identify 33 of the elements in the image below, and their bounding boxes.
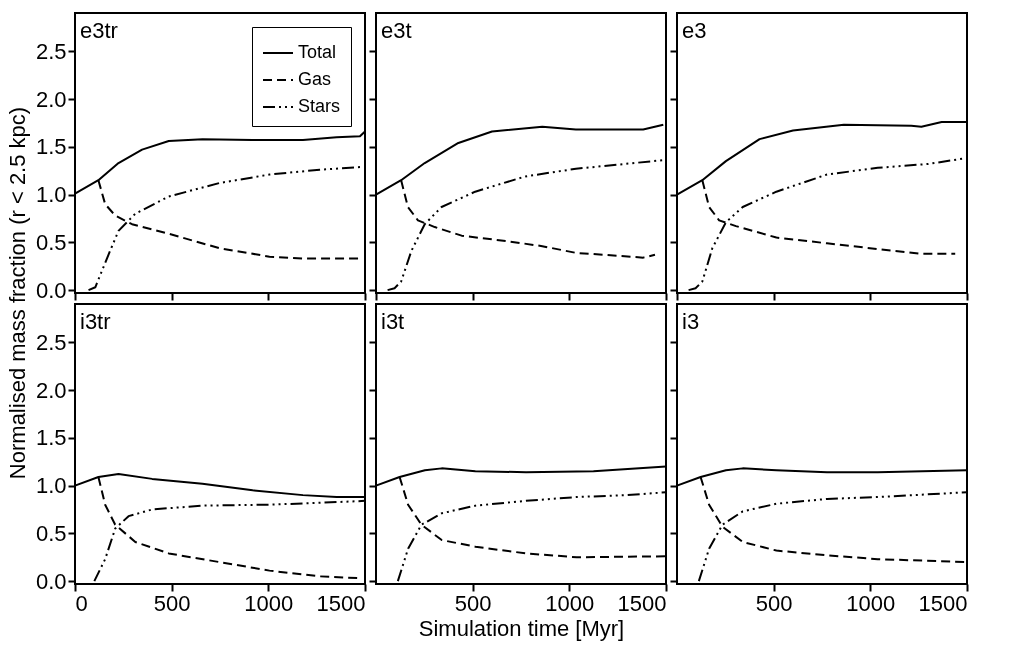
y-tick-label: 1.5 bbox=[35, 134, 67, 160]
x-tick-label: 500 bbox=[153, 590, 191, 616]
x-tick-label: 1000 bbox=[244, 590, 294, 616]
legend-label: Gas bbox=[298, 69, 332, 89]
y-tick-label: 0.0 bbox=[35, 277, 67, 303]
y-tick-label: 2.5 bbox=[35, 329, 67, 355]
annotation: e3tr bbox=[80, 18, 118, 43]
y-tick-label: 1.5 bbox=[35, 425, 67, 451]
y-tick-label: 2.0 bbox=[35, 377, 67, 403]
x-tick-label: 1500 bbox=[316, 590, 366, 616]
annotation: i3t bbox=[381, 309, 405, 334]
y-tick-label: 0.0 bbox=[35, 568, 67, 594]
x-tick-label: 0 bbox=[75, 590, 88, 616]
x-axis-title: Simulation time [Myr] bbox=[418, 615, 625, 641]
x-tick-label: 1000 bbox=[846, 590, 896, 616]
legend-label: Total bbox=[298, 42, 337, 62]
y-tick-label: 2.0 bbox=[35, 86, 67, 112]
y-tick-label: 2.5 bbox=[35, 38, 67, 64]
annotation: e3 bbox=[682, 18, 707, 43]
y-tick-label: 0.5 bbox=[35, 229, 67, 255]
x-tick-label: 500 bbox=[454, 590, 492, 616]
x-tick-label: 500 bbox=[755, 590, 793, 616]
x-tick-label: 1500 bbox=[918, 590, 968, 616]
legend-label: Stars bbox=[298, 96, 341, 116]
y-tick-label: 1.0 bbox=[35, 182, 67, 208]
x-tick-label: 1000 bbox=[545, 590, 595, 616]
annotation: i3tr bbox=[80, 309, 111, 334]
y-tick-label: 1.0 bbox=[35, 473, 67, 499]
annotation: i3 bbox=[682, 309, 700, 334]
annotation: e3t bbox=[381, 18, 412, 43]
y-tick-label: 0.5 bbox=[35, 520, 67, 546]
y-axis-title: Normalised mass fraction (r < 2.5 kpc) bbox=[5, 106, 31, 480]
x-tick-label: 1500 bbox=[617, 590, 667, 616]
